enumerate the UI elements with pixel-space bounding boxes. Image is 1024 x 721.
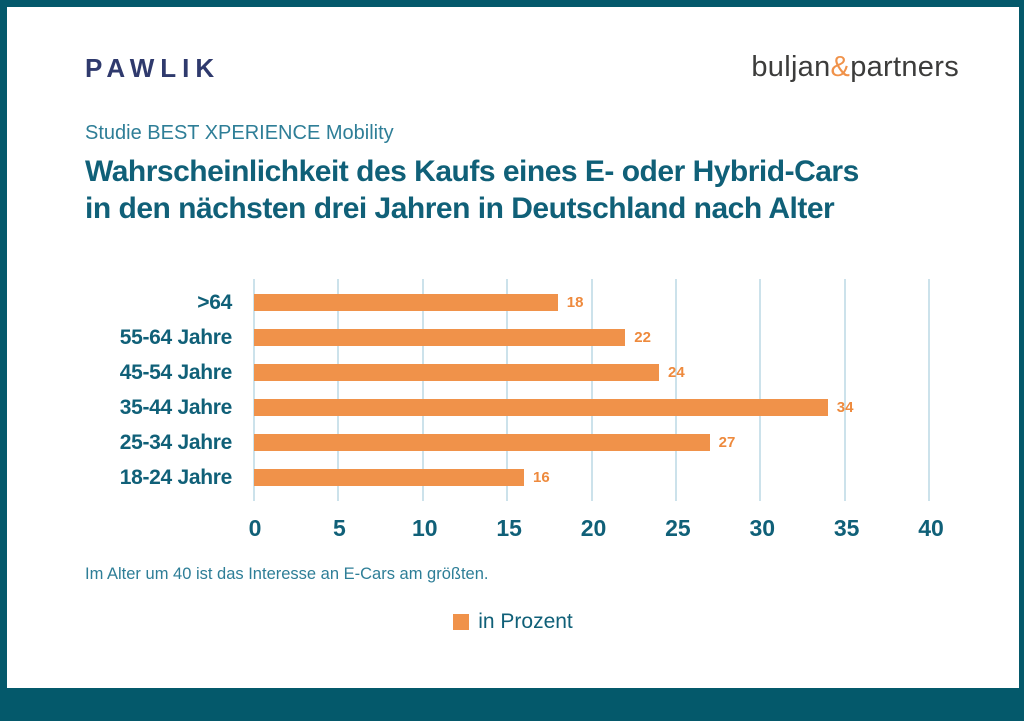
title-line-1: Wahrscheinlichkeit des Kaufs eines E- od…	[85, 155, 859, 188]
x-tick-label: 25	[665, 515, 691, 541]
category-label: 55-64 Jahre	[119, 325, 233, 349]
bar	[254, 294, 558, 311]
bar-row: 24	[254, 355, 929, 390]
title-line-2: in den nächsten drei Jahren in Deutschla…	[85, 192, 835, 225]
x-tick-label: 15	[496, 515, 522, 541]
plot-area: 18 22 24 34 27 16	[253, 279, 930, 501]
category-label: 35-44 Jahre	[119, 395, 233, 419]
category-label: 18-24 Jahre	[119, 465, 233, 489]
bar-row: 18	[254, 285, 929, 320]
bar	[254, 469, 524, 486]
footnote: Im Alter um 40 ist das Interesse an E-Ca…	[85, 565, 489, 583]
x-axis: 0 5 10 15 20 25 30 35 40	[249, 515, 944, 549]
x-tick-label: 40	[918, 515, 944, 541]
x-tick-label: 20	[580, 515, 607, 541]
value-label: 27	[718, 434, 736, 451]
study-subtitle: Studie BEST XPERIENCE Mobility	[85, 122, 394, 144]
x-tick-label: 35	[833, 515, 860, 541]
bar-chart: >64 55-64 Jahre 45-54 Jahre 35-44 Jahre 25-3…	[85, 279, 930, 501]
buljan-partners-logo: buljan&partners	[751, 51, 959, 84]
category-labels: >64 55-64 Jahre 45-54 Jahre 35-44 Jahre 25-3…	[85, 279, 233, 501]
bars-area: 18 22 24 34 27 16	[254, 285, 929, 495]
bar	[254, 399, 828, 416]
value-label: 34	[836, 399, 854, 416]
buljan-text: buljan	[751, 51, 831, 83]
bar	[254, 434, 710, 451]
pawlik-logo: PAWLIK	[85, 53, 221, 83]
value-label: 16	[533, 469, 550, 486]
bar-row: 34	[254, 390, 929, 425]
value-label: 22	[634, 329, 651, 346]
header: PAWLIK buljan&partners	[7, 7, 1019, 84]
bar-row: 22	[254, 320, 929, 355]
partners-text: partners	[850, 51, 959, 83]
ampersand: &	[830, 51, 851, 83]
bar-row: 16	[254, 460, 929, 495]
bar-row: 27	[254, 425, 929, 460]
x-tick-label: 30	[749, 515, 776, 541]
category-label: >64	[197, 290, 232, 314]
value-label: 24	[668, 364, 685, 381]
value-label: 18	[566, 294, 584, 311]
x-tick-label: 0	[248, 515, 262, 541]
legend: in Prozent	[7, 610, 1019, 634]
x-tick-label: 10	[412, 515, 438, 541]
bar	[254, 329, 626, 346]
legend-label: in Prozent	[478, 610, 573, 633]
x-tick-label: 5	[333, 515, 346, 541]
page-title: Wahrscheinlichkeit des Kaufs eines E- od…	[85, 153, 979, 227]
bar	[254, 364, 659, 381]
category-label: 25-34 Jahre	[119, 430, 233, 454]
category-label: 45-54 Jahre	[119, 360, 233, 384]
legend-swatch-icon	[453, 614, 470, 630]
